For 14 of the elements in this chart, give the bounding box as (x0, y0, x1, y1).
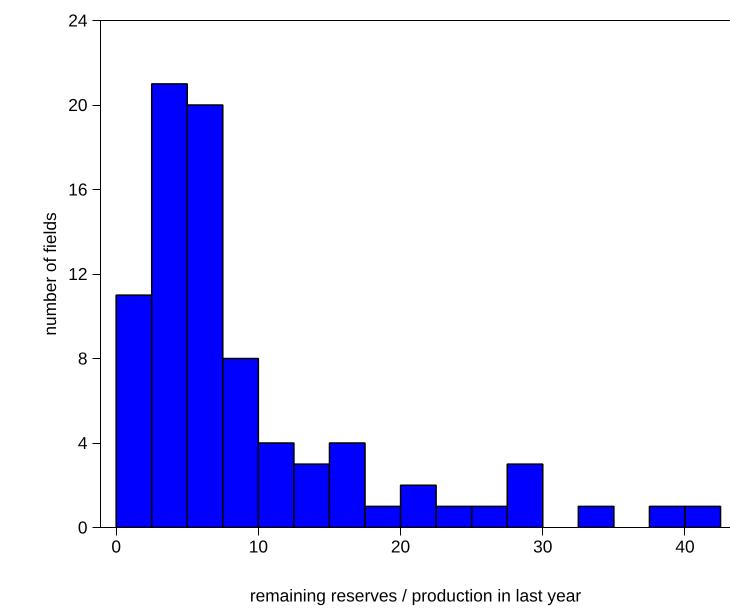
y-tick-label: 8 (78, 348, 88, 368)
x-tick-label: 40 (675, 536, 695, 556)
y-tick-label: 24 (68, 10, 88, 30)
x-tick-label: 0 (111, 536, 121, 556)
x-tick-label: 30 (533, 536, 552, 556)
x-tick-label: 10 (248, 536, 268, 556)
x-tick-label: 20 (390, 536, 410, 556)
y-tick-label: 0 (78, 518, 88, 538)
y-tick-label: 4 (78, 433, 88, 453)
y-axis-title: number of fields (40, 212, 60, 336)
x-axis-title: remaining reserves / production in last year (250, 586, 582, 606)
y-tick-label: 20 (68, 95, 88, 115)
y-tick-label: 12 (68, 264, 88, 284)
y-tick-label: 16 (68, 180, 88, 200)
